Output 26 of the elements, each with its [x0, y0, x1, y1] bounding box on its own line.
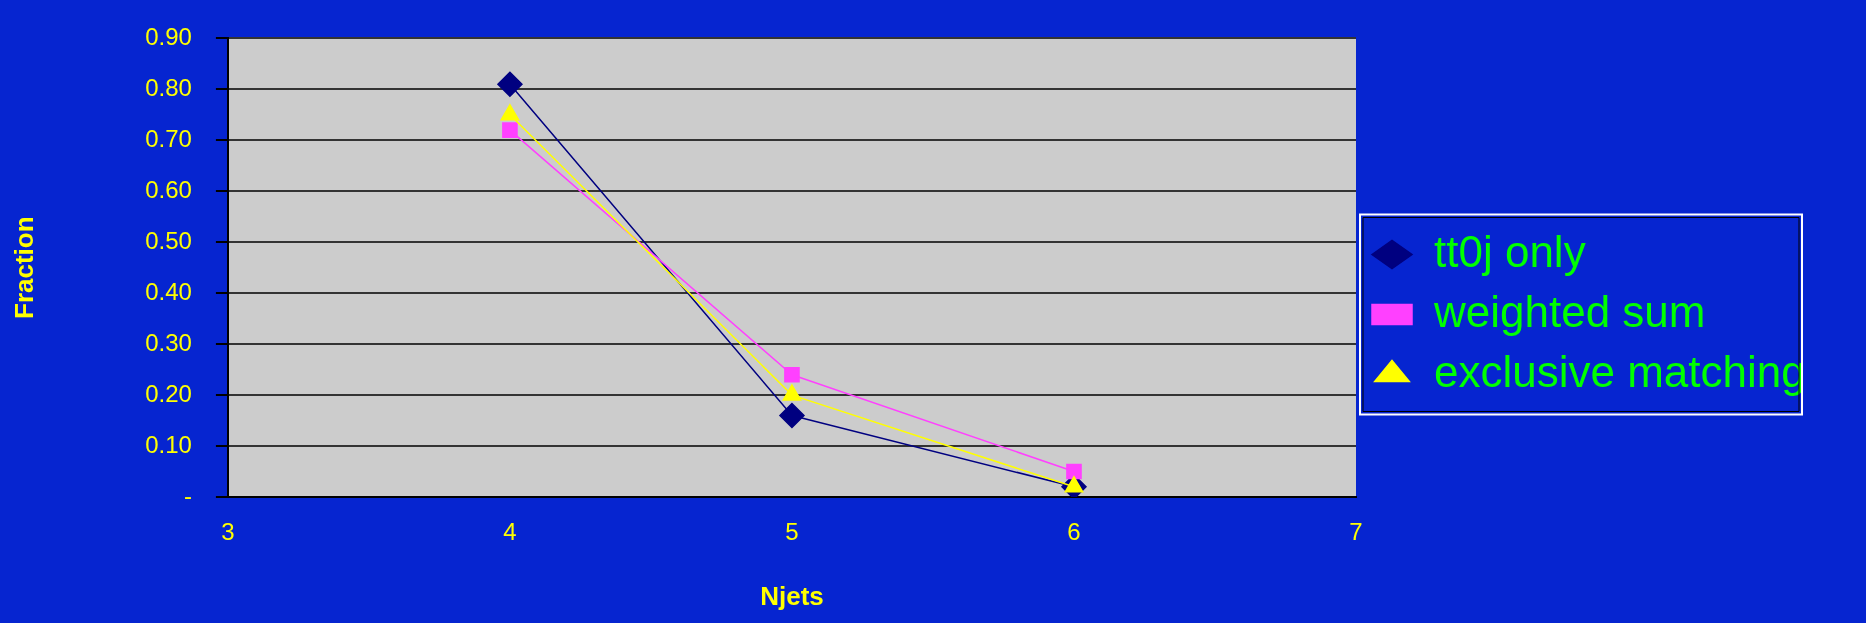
point [782, 384, 802, 401]
x-tick-label: 3 [221, 518, 235, 546]
y-tick-label: 0.10 [145, 430, 192, 458]
y-tick-label: 0.90 [145, 23, 192, 51]
legend-label: exclusive matching [1434, 346, 1806, 396]
point [1066, 463, 1082, 480]
y-tick-label: 0.30 [145, 328, 192, 356]
y-tick-label: 0.70 [145, 124, 192, 152]
y-tick-label: - [183, 481, 192, 509]
x-axis-title: Njets [760, 580, 824, 611]
y-tick-label: 0.60 [145, 175, 192, 203]
x-tick-label: 4 [503, 518, 517, 546]
y-tick-label: 0.40 [145, 277, 192, 305]
legend-label: tt0j only [1434, 226, 1586, 276]
point [784, 366, 800, 383]
point [497, 71, 523, 98]
y-tick-label: 0.80 [145, 73, 192, 101]
x-tick-label: 7 [1349, 518, 1363, 546]
y-tick-label: 0.50 [145, 226, 192, 254]
y-axis-title: Fraction [8, 216, 39, 319]
legend-label: weighted sum [1433, 286, 1706, 336]
y-tick-label: 0.20 [145, 379, 192, 407]
x-tick-label: 5 [785, 518, 799, 546]
point [779, 402, 805, 429]
point [502, 122, 518, 138]
x-tick-label: 6 [1067, 518, 1081, 546]
